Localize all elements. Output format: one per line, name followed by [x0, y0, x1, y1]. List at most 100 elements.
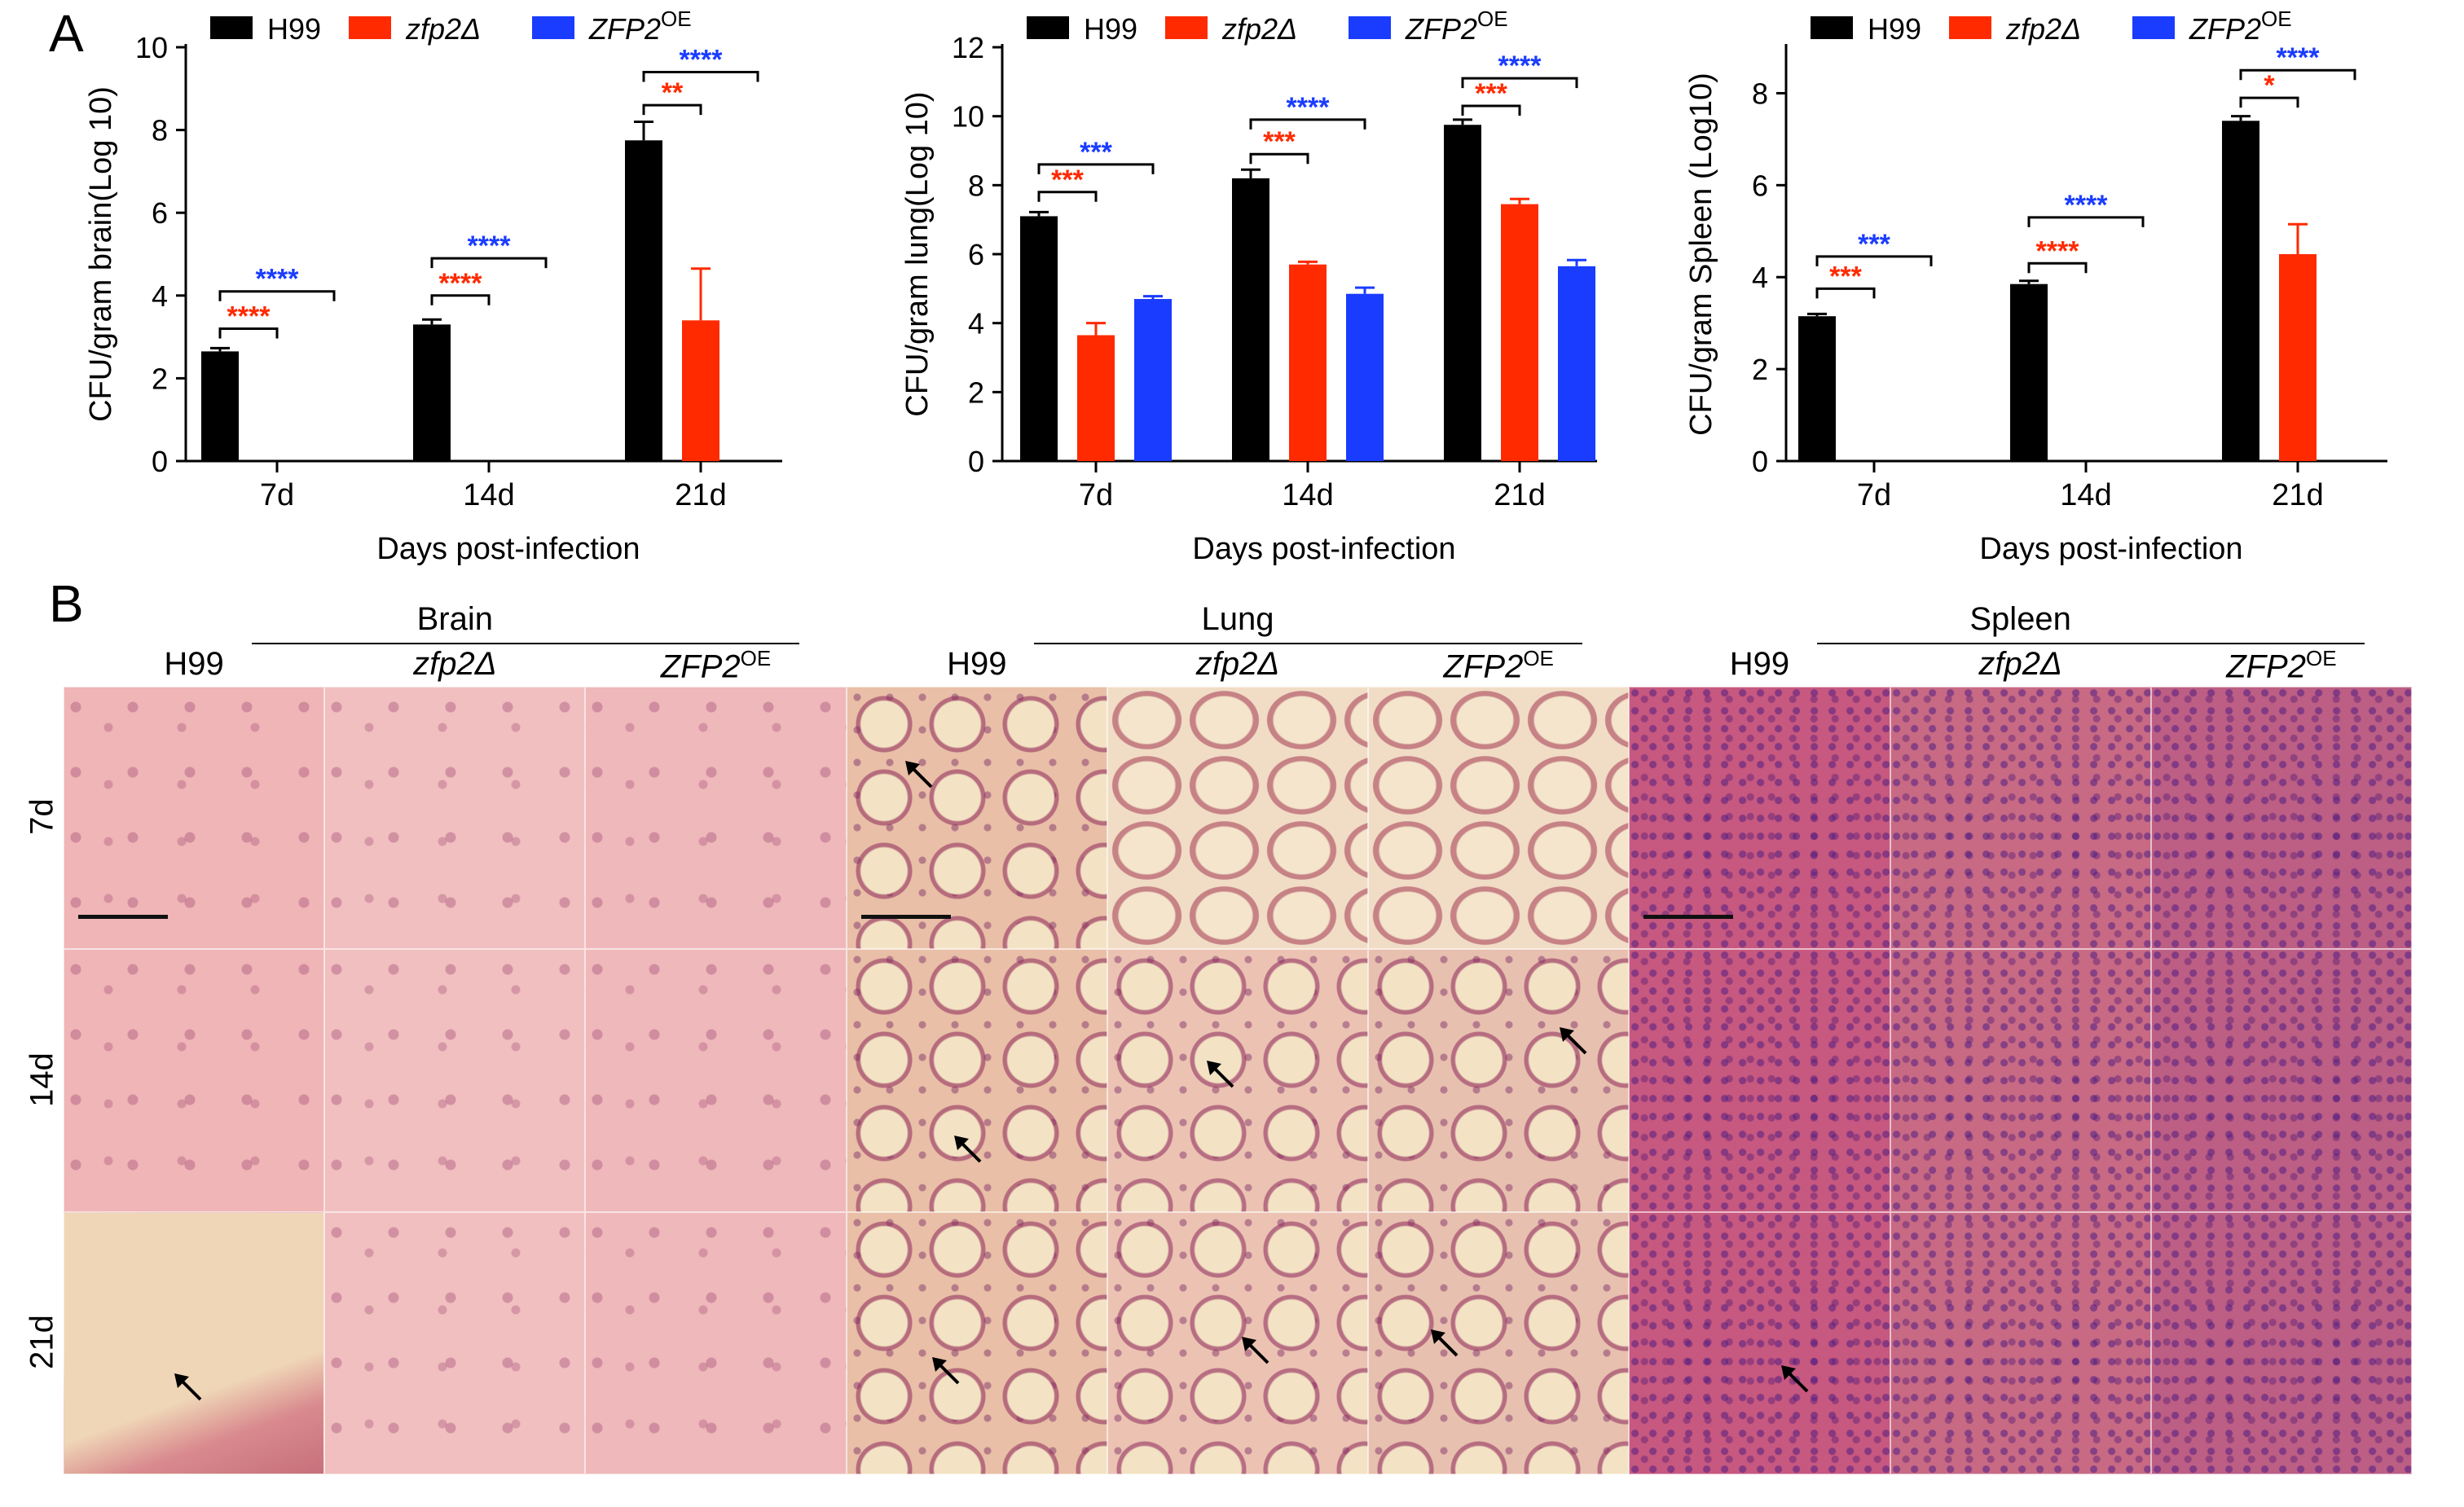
organ-title-underline: [251, 643, 799, 644]
significance-bracket: [2239, 96, 2299, 108]
legend-label-zfp2oe: ZFP2OE: [1405, 7, 1508, 46]
strain-label: H99: [1729, 646, 1790, 682]
strain-name: zfp2Δ: [1978, 646, 2062, 682]
scale-bar: [1643, 915, 1734, 920]
histology-tile-spleen: [2150, 687, 2412, 950]
legend-label-h99: H99: [267, 12, 321, 46]
panel-a-label: A: [49, 4, 84, 63]
histology-tile-brain: [324, 1211, 586, 1474]
significance-stars: ****: [227, 301, 271, 332]
bar-h99: [1798, 316, 1836, 461]
legend-label-h99: H99: [1084, 12, 1137, 46]
histology-tile-brain: [585, 949, 847, 1212]
significance-stars: ****: [1498, 51, 1542, 81]
bar-zfp2: [1289, 264, 1327, 461]
y-tick-label: 8: [968, 169, 984, 202]
x-tick-label: 14d: [1282, 478, 1333, 512]
legend-label-zfp2oe: ZFP2OE: [2189, 7, 2292, 46]
histology-tile-lung: [1107, 949, 1369, 1212]
bar-h99: [1232, 178, 1269, 461]
significance-stars: ****: [680, 44, 724, 75]
legend-label-zfp2: zfp2Δ: [2005, 12, 2081, 46]
significance-stars: ***: [1475, 78, 1507, 109]
strain-label: ZFP2OE: [2159, 646, 2404, 685]
legend-swatch-zfp2oe: [2132, 16, 2175, 39]
histology-tile-brain: [585, 1211, 847, 1474]
bar-h99: [201, 351, 239, 461]
cfu-charts: 0 2 4 6 8 10 CFU/gram brain(Log 10) 7d 14d 21d Day…: [84, 7, 2387, 566]
y-axis-label: CFU/gram Spleen (Log10): [1684, 72, 1718, 436]
bar-zfp2oe: [1134, 299, 1172, 461]
strain-label: H99: [164, 646, 224, 682]
legend-swatch-zfp2oe: [532, 16, 574, 39]
histology-tile-lung: [846, 949, 1107, 1212]
timepoint-label: 7d: [24, 798, 60, 835]
bar-h99: [1444, 125, 1481, 461]
strain-name: ZFP2: [660, 648, 741, 685]
legend-swatch-zfp2oe: [1349, 16, 1391, 39]
bar-zfp2: [682, 320, 719, 461]
strain-label: ZFP2OE: [1376, 646, 1621, 685]
significance-bracket: [1461, 77, 1578, 89]
histology-tile-spleen: [2150, 1211, 2412, 1474]
significance-stars: ****: [468, 231, 512, 261]
scale-bar: [78, 915, 168, 920]
strain-label: zfp2Δ: [1115, 646, 1360, 683]
histology-tile-spleen: [1629, 687, 1890, 950]
strain-superscript: OE: [2305, 646, 2337, 670]
histology-tile-spleen: [1890, 1211, 2151, 1474]
y-tick-label: 4: [1752, 261, 1768, 294]
significance-stars: ***: [1829, 261, 1862, 292]
timepoint-label: 14d: [24, 1052, 60, 1107]
y-tick-label: 6: [968, 238, 984, 271]
bar-h99: [2222, 121, 2259, 462]
bar-zfp2: [1077, 335, 1115, 461]
bar-zfp2: [2279, 254, 2317, 461]
y-tick-label: 0: [152, 445, 168, 478]
y-tick-label: 4: [968, 307, 984, 341]
significance-stars: ****: [2277, 42, 2321, 73]
bar-h99: [413, 324, 451, 461]
y-tick-label: 6: [152, 196, 168, 230]
y-tick-label: 2: [968, 376, 984, 409]
significance-bracket: [2027, 261, 2088, 274]
significance-stars: ****: [2065, 190, 2109, 221]
x-axis-label: Days post-infection: [1979, 532, 2242, 566]
significance-bracket: [642, 70, 759, 82]
chart-1: 0 2 4 6 8 10 CFU/gram brain(Log 10) 7d 14d 21d Day…: [84, 7, 782, 566]
panel-b-label: B: [49, 574, 84, 633]
y-tick-label: 0: [968, 445, 984, 478]
significance-bracket: [2027, 216, 2145, 227]
legend-label-zfp2: zfp2Δ: [1221, 12, 1297, 46]
significance-stars: ***: [1858, 229, 1890, 260]
scale-bar: [860, 915, 951, 920]
y-tick-label: 10: [952, 100, 984, 134]
significance-stars: ***: [1263, 126, 1296, 157]
significance-stars: ***: [1051, 165, 1084, 196]
significance-bracket: [218, 327, 279, 339]
legend-label-zfp2oe: ZFP2OE: [588, 7, 692, 46]
organ-title: Spleen: [1969, 601, 2071, 637]
histology-tile-brain: [64, 949, 325, 1212]
significance-stars: *: [2264, 70, 2275, 101]
legend-swatch-zfp2: [1165, 16, 1208, 39]
y-axis-label: CFU/gram brain(Log 10): [84, 86, 118, 422]
strain-name: ZFP2: [2226, 648, 2306, 685]
y-axis-label: CFU/gram lung(Log 10): [900, 91, 935, 416]
significance-stars: ****: [256, 264, 300, 295]
histology-tile-lung: [846, 1211, 1107, 1474]
y-tick-label: 6: [1752, 169, 1768, 202]
bar-h99: [625, 140, 662, 462]
organ-title-underline: [1034, 643, 1582, 644]
histology-tile-lung: [1107, 687, 1369, 950]
x-axis-label: Days post-infection: [1192, 532, 1455, 566]
legend-swatch-h99: [1027, 16, 1069, 39]
x-tick-label: 14d: [2060, 478, 2111, 512]
strain-superscript: OE: [740, 646, 772, 670]
chart-3: 0 2 4 6 8 CFU/gram Spleen (Log10) 7d 14d 21d Days…: [1684, 7, 2387, 566]
significance-bracket: [1815, 255, 1933, 266]
strain-superscript: OE: [1523, 646, 1554, 670]
x-tick-label: 21d: [1494, 478, 1545, 512]
y-tick-label: 4: [152, 279, 168, 313]
significance-bracket: [1815, 287, 1876, 299]
